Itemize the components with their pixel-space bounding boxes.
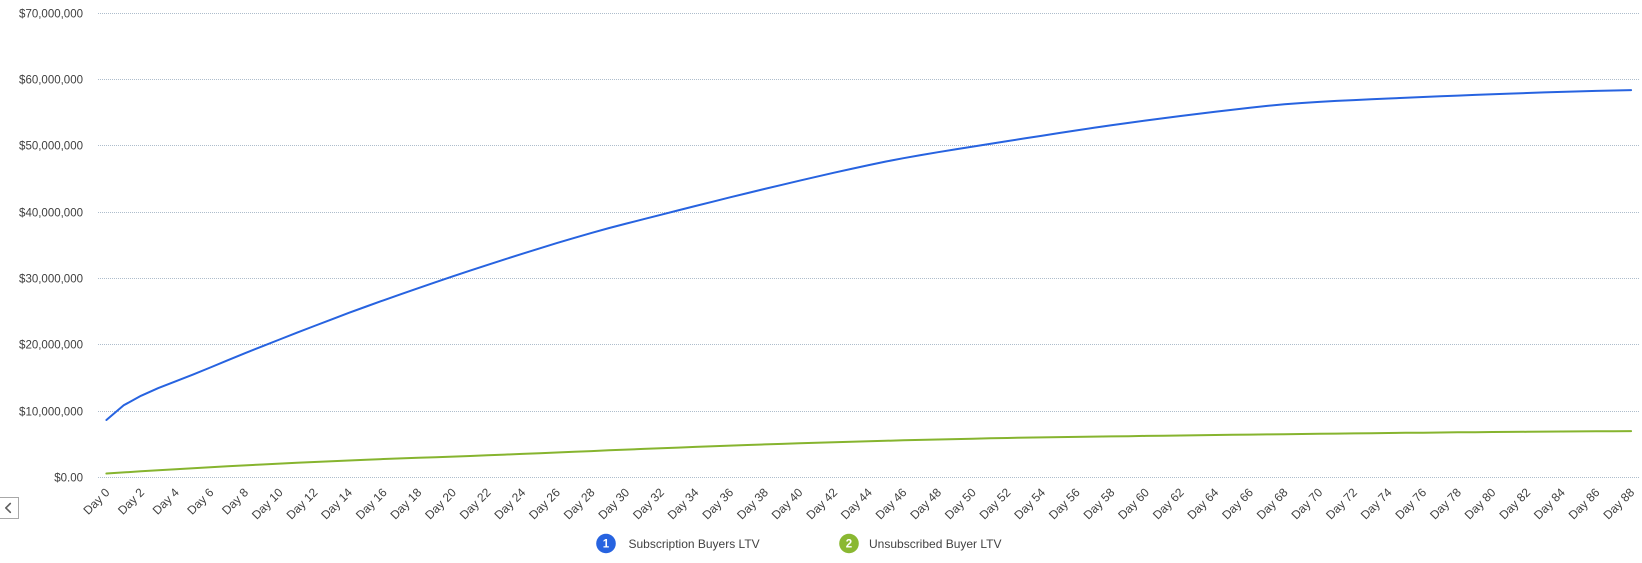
svg-text:Day 32: Day 32 (630, 485, 667, 522)
svg-text:$40,000,000: $40,000,000 (19, 207, 83, 219)
svg-text:$60,000,000: $60,000,000 (19, 74, 83, 86)
svg-text:Day 42: Day 42 (803, 485, 840, 522)
svg-text:Day 4: Day 4 (150, 485, 182, 517)
svg-text:Day 34: Day 34 (665, 485, 702, 522)
svg-text:$50,000,000: $50,000,000 (19, 140, 83, 152)
svg-text:$20,000,000: $20,000,000 (19, 339, 83, 351)
svg-text:Day 74: Day 74 (1358, 485, 1395, 522)
svg-text:Day 70: Day 70 (1289, 485, 1326, 522)
svg-text:Day 54: Day 54 (1011, 485, 1048, 522)
svg-text:Day 78: Day 78 (1427, 485, 1464, 522)
svg-text:Day 60: Day 60 (1115, 485, 1152, 522)
svg-text:Day 44: Day 44 (838, 485, 875, 522)
svg-text:Day 56: Day 56 (1046, 485, 1083, 522)
svg-text:Day 24: Day 24 (492, 485, 529, 522)
svg-text:Day 58: Day 58 (1081, 485, 1118, 522)
svg-text:Day 48: Day 48 (907, 485, 944, 522)
svg-text:$70,000,000: $70,000,000 (19, 8, 83, 20)
svg-text:Day 62: Day 62 (1150, 485, 1187, 522)
svg-text:Day 22: Day 22 (457, 485, 494, 522)
svg-text:$10,000,000: $10,000,000 (19, 406, 83, 418)
svg-text:$30,000,000: $30,000,000 (19, 273, 83, 285)
svg-text:Day 80: Day 80 (1462, 485, 1499, 522)
svg-text:Day 0: Day 0 (80, 485, 112, 517)
svg-text:Day 72: Day 72 (1323, 485, 1360, 522)
svg-text:Day 66: Day 66 (1219, 485, 1256, 522)
svg-text:Day 50: Day 50 (942, 485, 979, 522)
svg-text:Day 10: Day 10 (249, 485, 286, 522)
svg-text:Day 52: Day 52 (977, 485, 1014, 522)
svg-text:Day 20: Day 20 (422, 485, 459, 522)
svg-text:Day 68: Day 68 (1254, 485, 1291, 522)
svg-text:Day 46: Day 46 (873, 485, 910, 522)
svg-text:Day 28: Day 28 (561, 485, 598, 522)
svg-text:Day 12: Day 12 (284, 485, 321, 522)
svg-text:Day 88: Day 88 (1600, 485, 1637, 522)
svg-text:Day 2: Day 2 (115, 485, 147, 517)
svg-text:2: 2 (846, 539, 852, 551)
svg-text:Day 8: Day 8 (219, 485, 251, 517)
svg-text:Day 14: Day 14 (318, 485, 355, 522)
svg-text:Day 38: Day 38 (734, 485, 771, 522)
svg-text:Day 40: Day 40 (769, 485, 806, 522)
svg-text:Day 82: Day 82 (1496, 485, 1533, 522)
svg-text:Day 6: Day 6 (184, 485, 216, 517)
svg-text:$0.00: $0.00 (54, 472, 83, 484)
svg-text:Day 18: Day 18 (388, 485, 425, 522)
svg-text:Day 64: Day 64 (1185, 485, 1222, 522)
svg-text:Day 26: Day 26 (526, 485, 563, 522)
svg-text:1: 1 (603, 539, 610, 551)
svg-text:Unsubscribed Buyer LTV: Unsubscribed Buyer LTV (869, 537, 1002, 551)
svg-text:Day 16: Day 16 (353, 485, 390, 522)
svg-text:Day 30: Day 30 (595, 485, 632, 522)
svg-text:Subscription Buyers LTV: Subscription Buyers LTV (629, 537, 760, 551)
svg-text:Day 86: Day 86 (1566, 485, 1603, 522)
svg-text:Day 84: Day 84 (1531, 485, 1568, 522)
svg-text:Day 36: Day 36 (699, 485, 736, 522)
svg-text:Day 76: Day 76 (1392, 485, 1429, 522)
